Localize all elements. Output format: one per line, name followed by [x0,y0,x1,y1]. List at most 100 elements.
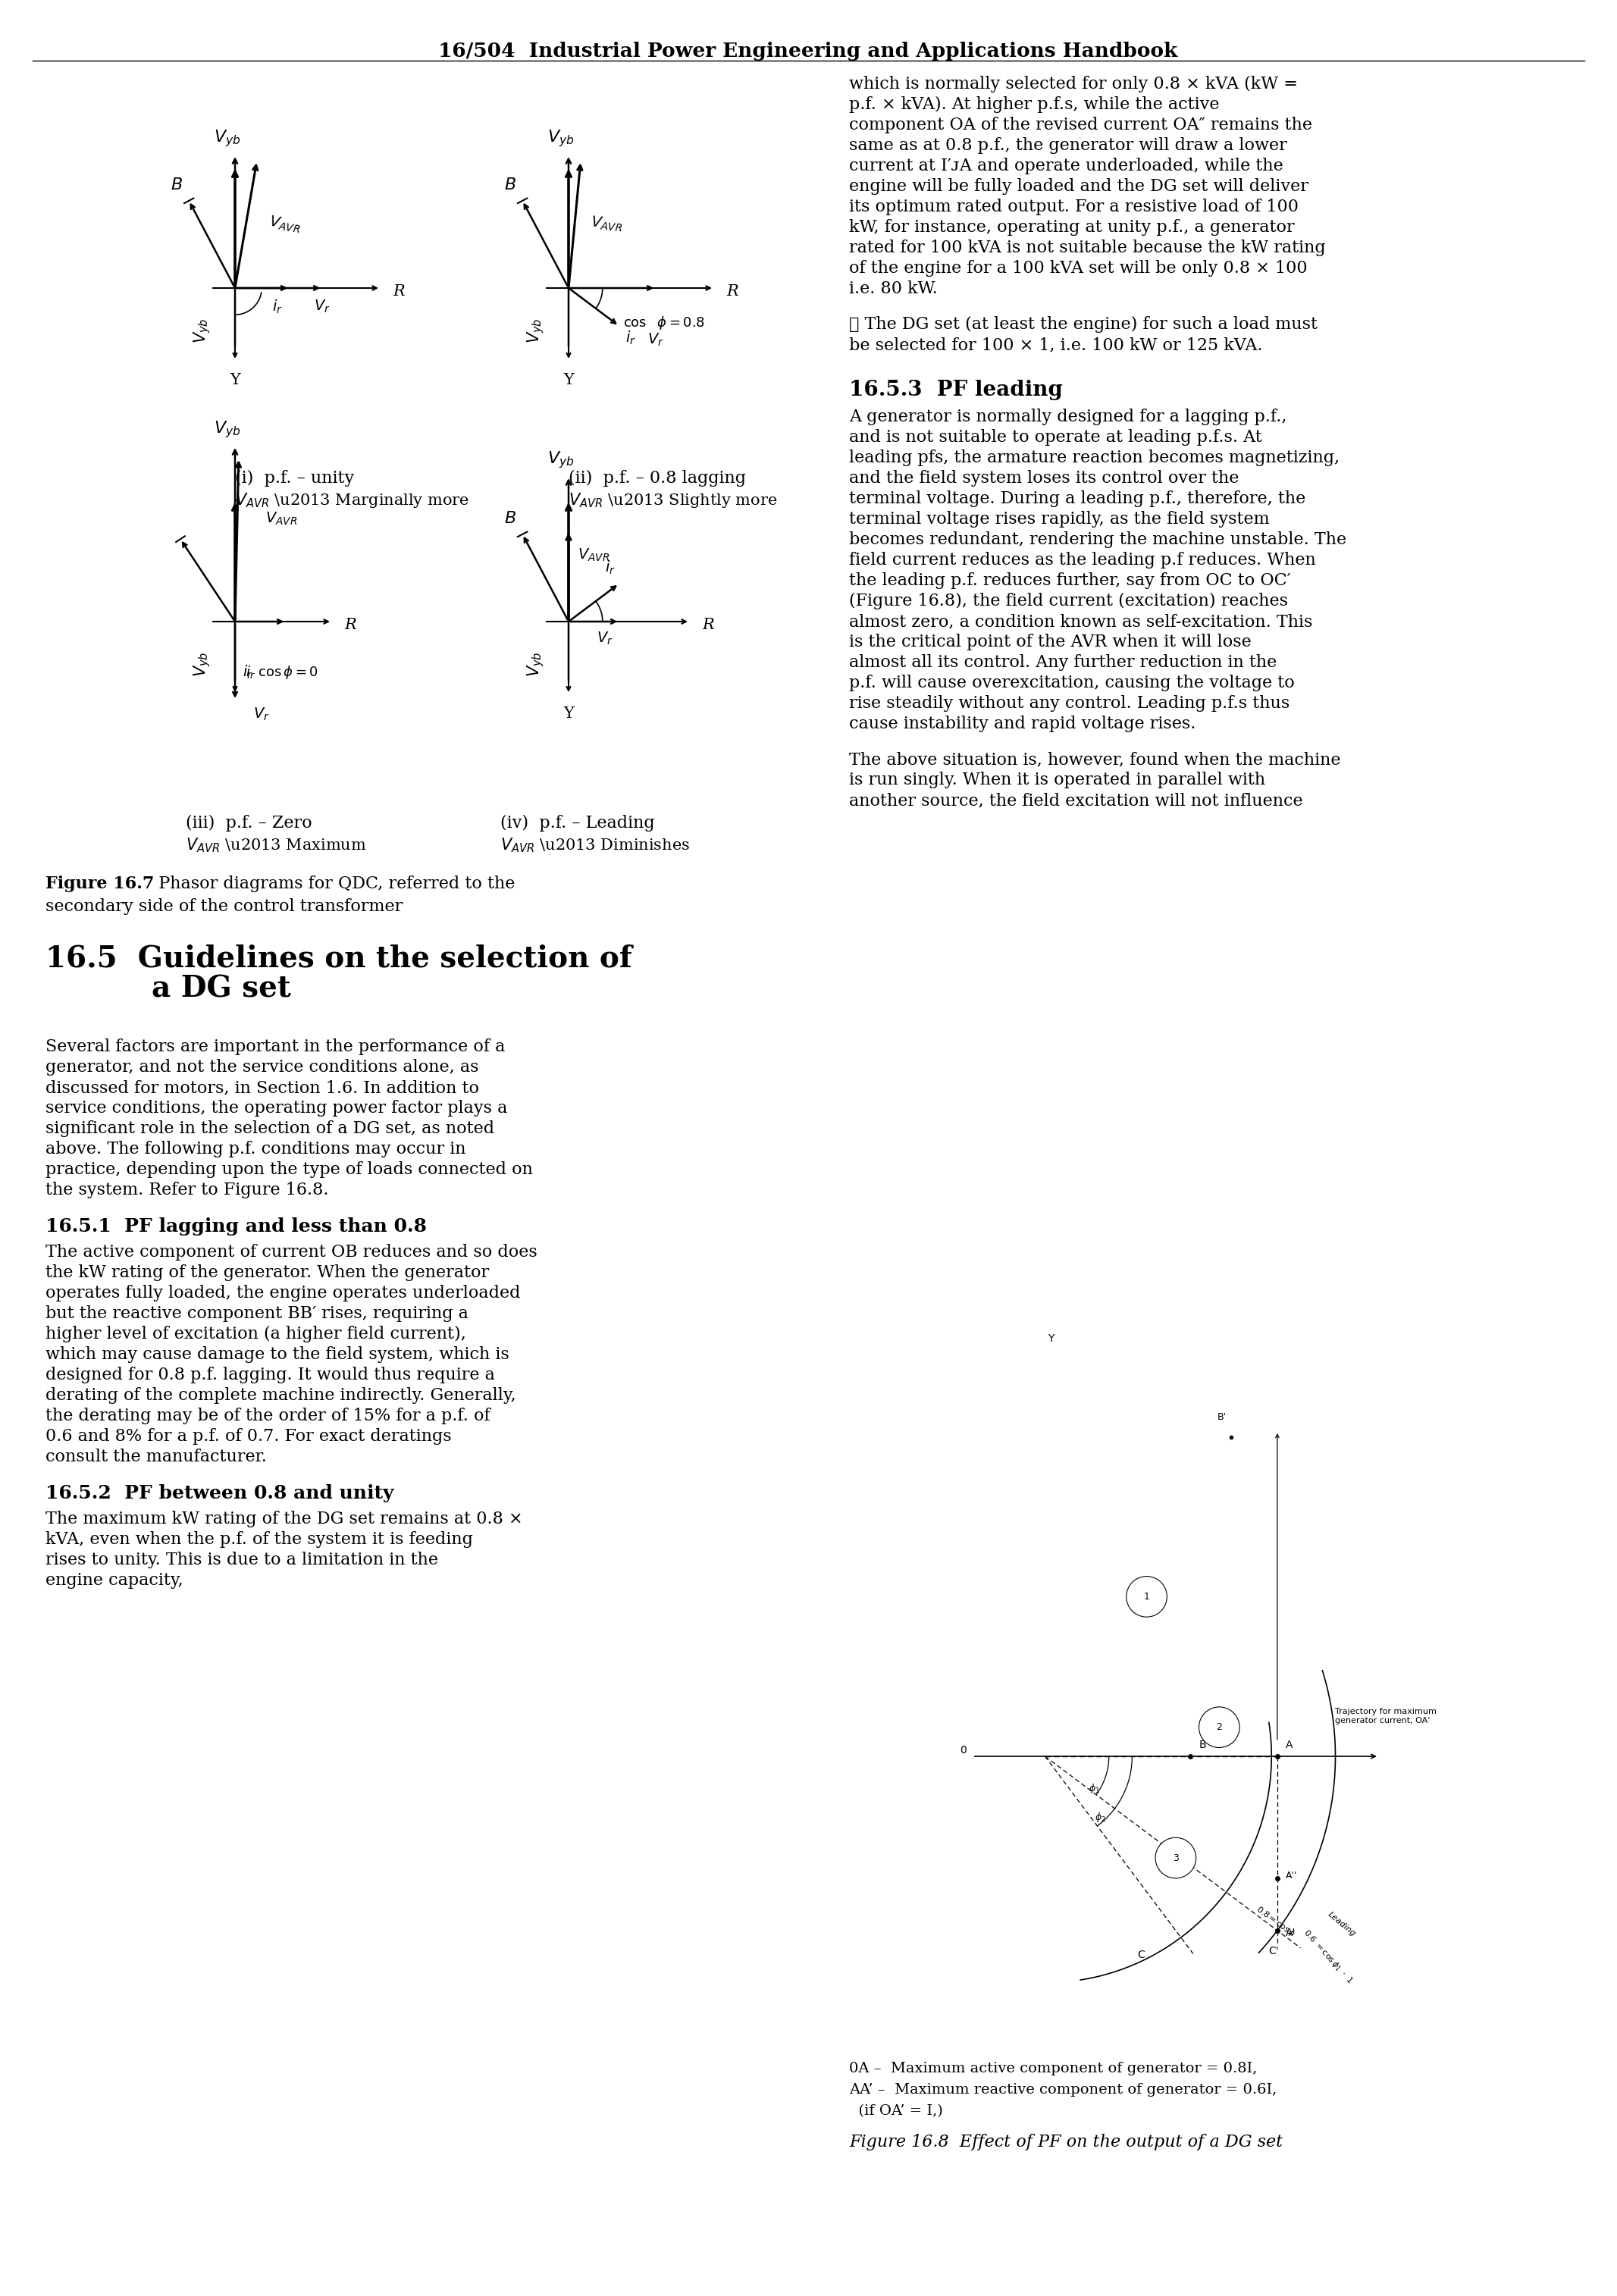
Text: R: R [726,285,739,298]
Text: Figure 16.8  Effect of PF on the output of a DG set: Figure 16.8 Effect of PF on the output o… [849,2133,1282,2151]
Text: Phasor diagrams for QDC, referred to the: Phasor diagrams for QDC, referred to the [147,875,516,893]
Text: $i_r\ \cos\phi = 0$: $i_r\ \cos\phi = 0$ [246,664,319,682]
Text: (if OA’ = I,): (if OA’ = I,) [849,2103,943,2117]
Text: $V_{AVR}$: $V_{AVR}$ [265,510,298,526]
Text: $V_{yb}$: $V_{yb}$ [213,129,241,149]
Text: current at I′ᴊA and operate underloaded, while the: current at I′ᴊA and operate underloaded,… [849,158,1284,174]
Text: A generator is normally designed for a lagging p.f.,: A generator is normally designed for a l… [849,409,1287,425]
Text: becomes redundant, rendering the machine unstable. The: becomes redundant, rendering the machine… [849,530,1347,549]
Text: $V_{AVR}$ \u2013 Maximum: $V_{AVR}$ \u2013 Maximum [186,836,367,854]
Text: (iv)  p.f. – Leading: (iv) p.f. – Leading [500,815,655,831]
Text: which may cause damage to the field system, which is: which may cause damage to the field syst… [45,1345,509,1364]
Text: $V_r$: $V_r$ [597,631,613,647]
Text: $V_{AVR}$ \u2013 Diminishes: $V_{AVR}$ \u2013 Diminishes [500,836,690,854]
Text: $\cos\ \ \phi= 0.8$: $\cos\ \ \phi= 0.8$ [623,315,705,331]
Text: rated for 100 kVA is not suitable because the kW rating: rated for 100 kVA is not suitable becaus… [849,239,1326,257]
Text: $B$: $B$ [171,177,183,193]
Text: $V_{AVR}$ \u2013 Slightly more: $V_{AVR}$ \u2013 Slightly more [569,491,778,510]
Text: $\phi_2$: $\phi_2$ [1095,1812,1106,1823]
Text: $V_{yb}$: $V_{yb}$ [548,450,574,471]
Text: AA’ –  Maximum reactive component of generator = 0.6I,: AA’ – Maximum reactive component of gene… [849,2082,1277,2096]
Text: 2: 2 [1216,1722,1222,1731]
Text: rise steadily without any control. Leading p.f.s thus: rise steadily without any control. Leadi… [849,696,1290,712]
Text: consult the manufacturer.: consult the manufacturer. [45,1449,267,1465]
Text: practice, depending upon the type of loads connected on: practice, depending upon the type of loa… [45,1162,534,1178]
Text: 16.5.2  PF between 0.8 and unity: 16.5.2 PF between 0.8 and unity [45,1483,395,1502]
Text: another source, the field excitation will not influence: another source, the field excitation wil… [849,792,1303,808]
Text: p.f. will cause overexcitation, causing the voltage to: p.f. will cause overexcitation, causing … [849,675,1295,691]
Circle shape [1156,1837,1197,1878]
Text: significant role in the selection of a DG set, as noted: significant role in the selection of a D… [45,1120,495,1137]
Text: Y: Y [563,707,574,721]
Text: terminal voltage rises rapidly, as the field system: terminal voltage rises rapidly, as the f… [849,512,1269,528]
Text: $V_r$: $V_r$ [314,298,330,315]
Text: the leading p.f. reduces further, say from OC to OC′: the leading p.f. reduces further, say fr… [849,572,1290,590]
Text: $B$: $B$ [505,510,516,526]
Text: service conditions, the operating power factor plays a: service conditions, the operating power … [45,1100,508,1116]
Text: p.f. × kVA). At higher p.f.s, while the active: p.f. × kVA). At higher p.f.s, while the … [849,96,1219,113]
Text: 0.6 and 8% for a p.f. of 0.7. For exact deratings: 0.6 and 8% for a p.f. of 0.7. For exact … [45,1428,451,1444]
Text: Y: Y [1048,1334,1054,1343]
Text: Trajectory for maximum
generator current, OA': Trajectory for maximum generator current… [1336,1708,1436,1724]
Text: $V_{yb}$: $V_{yb}$ [213,420,241,439]
Text: R: R [702,618,715,634]
Text: terminal voltage. During a leading p.f., therefore, the: terminal voltage. During a leading p.f.,… [849,491,1305,507]
Text: $V_r$: $V_r$ [254,707,270,723]
Text: B: B [1198,1740,1206,1750]
Text: A'': A'' [1286,1871,1298,1880]
Text: of the engine for a 100 kVA set will be only 0.8 × 100: of the engine for a 100 kVA set will be … [849,259,1308,278]
Text: and is not suitable to operate at leading p.f.s. At: and is not suitable to operate at leadin… [849,429,1261,445]
Text: A': A' [1286,1929,1297,1938]
Text: $\phi_1$: $\phi_1$ [1088,1782,1100,1795]
Text: ∴ The DG set (at least the engine) for such a load must: ∴ The DG set (at least the engine) for s… [849,317,1318,333]
Text: R: R [393,285,404,298]
Text: but the reactive component BB′ rises, requiring a: but the reactive component BB′ rises, re… [45,1306,469,1322]
Text: The active component of current OB reduces and so does: The active component of current OB reduc… [45,1244,537,1261]
Text: Leading: Leading [1326,1910,1357,1938]
Text: the system. Refer to Figure 16.8.: the system. Refer to Figure 16.8. [45,1182,328,1199]
Circle shape [1198,1706,1240,1747]
Text: (Figure 16.8), the field current (excitation) reaches: (Figure 16.8), the field current (excita… [849,592,1289,608]
Text: $V_{yb}$: $V_{yb}$ [548,129,574,149]
Text: same as at 0.8 p.f., the generator will draw a lower: same as at 0.8 p.f., the generator will … [849,138,1287,154]
Text: 1: 1 [1143,1591,1150,1603]
Text: the derating may be of the order of 15% for a p.f. of: the derating may be of the order of 15% … [45,1407,490,1424]
Text: 0: 0 [960,1745,967,1756]
Text: The maximum kW rating of the DG set remains at 0.8 ×: The maximum kW rating of the DG set rema… [45,1511,522,1527]
Text: Figure 16.7: Figure 16.7 [45,875,154,893]
Text: engine capacity,: engine capacity, [45,1573,183,1589]
Text: rises to unity. This is due to a limitation in the: rises to unity. This is due to a limitat… [45,1552,438,1568]
Text: which is normally selected for only 0.8 × kVA (kW =: which is normally selected for only 0.8 … [849,76,1298,92]
Text: The above situation is, however, found when the machine: The above situation is, however, found w… [849,751,1340,767]
Text: $V_{yb}$: $V_{yb}$ [192,317,212,342]
Text: C: C [1137,1949,1145,1961]
Text: $V_{yb}$: $V_{yb}$ [526,652,547,677]
Text: generator, and not the service conditions alone, as: generator, and not the service condition… [45,1058,479,1075]
Text: 16.5  Guidelines on the selection of: 16.5 Guidelines on the selection of [45,944,632,974]
Text: 16.5.1  PF lagging and less than 0.8: 16.5.1 PF lagging and less than 0.8 [45,1217,427,1235]
Text: $V_r$: $V_r$ [648,333,665,349]
Text: $0.6\ =\cos\phi_1\ \cdot\ 1$: $0.6\ =\cos\phi_1\ \cdot\ 1$ [1300,1926,1355,1986]
Text: above. The following p.f. conditions may occur in: above. The following p.f. conditions may… [45,1141,466,1157]
Text: $V_{yb}$: $V_{yb}$ [192,652,212,677]
Text: almost all its control. Any further reduction in the: almost all its control. Any further redu… [849,654,1277,670]
Text: is the critical point of the AVR when it will lose: is the critical point of the AVR when it… [849,634,1252,650]
Text: and the field system loses its control over the: and the field system loses its control o… [849,471,1239,487]
Text: B': B' [1218,1412,1227,1421]
Text: operates fully loaded, the engine operates underloaded: operates fully loaded, the engine operat… [45,1286,521,1302]
Text: $V_{AVR}$ \u2013 Marginally more: $V_{AVR}$ \u2013 Marginally more [234,491,469,510]
Text: discussed for motors, in Section 1.6. In addition to: discussed for motors, in Section 1.6. In… [45,1079,479,1095]
Text: kW, for instance, operating at unity p.f., a generator: kW, for instance, operating at unity p.f… [849,218,1295,236]
Text: engine will be fully loaded and the DG set will deliver: engine will be fully loaded and the DG s… [849,179,1308,195]
Text: 3: 3 [1172,1853,1179,1862]
Text: designed for 0.8 p.f. lagging. It would thus require a: designed for 0.8 p.f. lagging. It would … [45,1366,495,1384]
Text: a DG set: a DG set [152,974,291,1003]
Text: be selected for 100 × 1, i.e. 100 kW or 125 kVA.: be selected for 100 × 1, i.e. 100 kW or … [849,338,1263,354]
Text: 0A –  Maximum active component of generator = 0.8I,: 0A – Maximum active component of generat… [849,2062,1256,2076]
Text: i.e. 80 kW.: i.e. 80 kW. [849,280,938,296]
Text: component OA of the revised current OA″ remains the: component OA of the revised current OA″ … [849,117,1313,133]
Text: $i_r$: $i_r$ [272,298,283,315]
Text: $V_{AVR}$: $V_{AVR}$ [267,214,302,234]
Text: (iii)  p.f. – Zero: (iii) p.f. – Zero [186,815,312,831]
Text: leading pfs, the armature reaction becomes magnetizing,: leading pfs, the armature reaction becom… [849,450,1339,466]
